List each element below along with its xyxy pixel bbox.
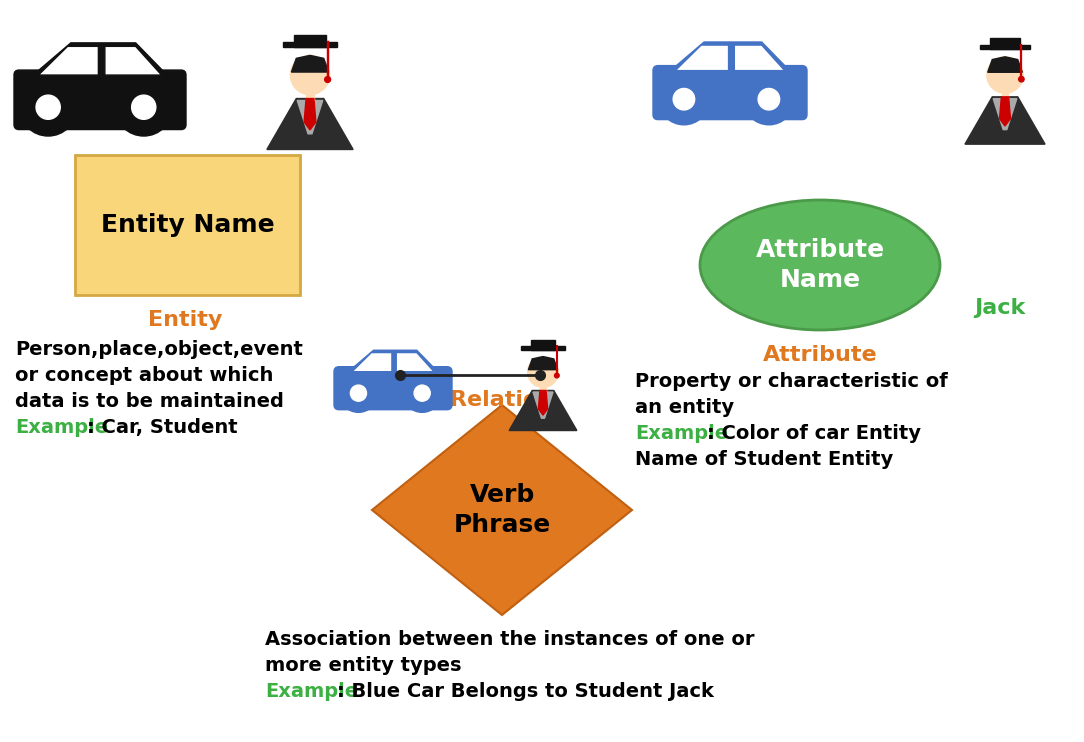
Polygon shape <box>539 390 547 415</box>
Polygon shape <box>533 392 553 418</box>
FancyBboxPatch shape <box>295 35 325 47</box>
Text: Name of Student Entity: Name of Student Entity <box>635 450 893 469</box>
Polygon shape <box>988 57 1022 72</box>
Text: Property or characteristic of: Property or characteristic of <box>635 372 947 391</box>
Text: Example: Example <box>264 682 358 701</box>
Text: Verb
Phrase: Verb Phrase <box>453 483 551 537</box>
Polygon shape <box>297 100 323 134</box>
Bar <box>307 92 313 102</box>
Circle shape <box>528 357 558 387</box>
Polygon shape <box>292 56 328 72</box>
Text: an entity: an entity <box>635 398 734 417</box>
Circle shape <box>325 76 331 82</box>
Text: Attribute: Attribute <box>763 345 877 365</box>
Circle shape <box>291 56 330 94</box>
FancyBboxPatch shape <box>521 347 565 349</box>
Text: : Car, Student: : Car, Student <box>87 418 237 437</box>
Circle shape <box>744 73 795 125</box>
Polygon shape <box>267 99 353 149</box>
Circle shape <box>403 374 441 413</box>
Text: Association between the instances of one or: Association between the instances of one… <box>264 630 754 649</box>
Text: more entity types: more entity types <box>264 656 462 675</box>
Text: Relation: Relation <box>450 390 554 410</box>
Ellipse shape <box>700 200 940 330</box>
Text: Attribute
Name: Attribute Name <box>756 238 885 292</box>
Circle shape <box>350 385 366 401</box>
Bar <box>540 385 545 393</box>
Text: Person,place,object,event: Person,place,object,event <box>15 340 302 359</box>
Polygon shape <box>999 97 1010 126</box>
Text: Example: Example <box>635 424 728 443</box>
Polygon shape <box>348 350 438 372</box>
Polygon shape <box>675 45 728 70</box>
Polygon shape <box>31 43 168 76</box>
Circle shape <box>115 79 172 136</box>
Polygon shape <box>670 42 790 71</box>
Circle shape <box>339 374 377 413</box>
Text: or concept about which: or concept about which <box>15 366 273 385</box>
FancyBboxPatch shape <box>334 367 452 410</box>
FancyBboxPatch shape <box>980 45 1031 49</box>
Polygon shape <box>38 46 99 75</box>
Polygon shape <box>965 97 1045 144</box>
Text: Entity Name: Entity Name <box>101 213 274 237</box>
Polygon shape <box>734 45 785 70</box>
Text: Entity: Entity <box>147 310 222 330</box>
Circle shape <box>1019 76 1024 82</box>
FancyBboxPatch shape <box>653 65 806 119</box>
Text: Example: Example <box>15 418 108 437</box>
FancyBboxPatch shape <box>14 70 186 130</box>
Polygon shape <box>372 405 632 615</box>
Circle shape <box>555 373 559 378</box>
Text: : Blue Car Belongs to Student Jack: : Blue Car Belongs to Student Jack <box>337 682 714 701</box>
FancyBboxPatch shape <box>991 38 1020 49</box>
Circle shape <box>758 88 779 110</box>
Circle shape <box>36 95 61 119</box>
Circle shape <box>673 88 695 110</box>
Text: : Color of car Entity: : Color of car Entity <box>707 424 921 443</box>
Polygon shape <box>352 352 392 372</box>
Polygon shape <box>305 99 315 130</box>
Circle shape <box>986 57 1023 93</box>
Bar <box>1002 91 1008 99</box>
Polygon shape <box>528 357 557 370</box>
FancyBboxPatch shape <box>283 42 337 47</box>
Circle shape <box>414 385 430 401</box>
Polygon shape <box>993 99 1017 130</box>
Polygon shape <box>105 46 162 75</box>
Circle shape <box>658 73 710 125</box>
Text: Jack: Jack <box>975 298 1025 318</box>
Polygon shape <box>397 352 434 372</box>
Circle shape <box>20 79 77 136</box>
Text: data is to be maintained: data is to be maintained <box>15 392 284 411</box>
Polygon shape <box>509 390 577 430</box>
FancyBboxPatch shape <box>531 341 555 349</box>
Circle shape <box>131 95 156 119</box>
FancyBboxPatch shape <box>75 155 300 295</box>
